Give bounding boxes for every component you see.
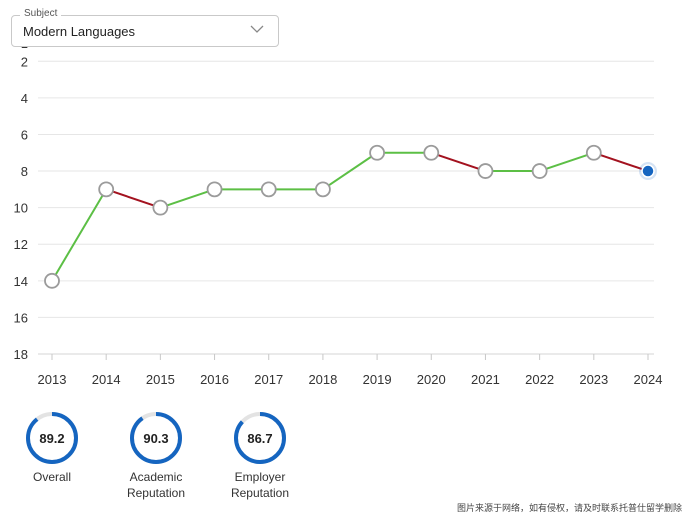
x-tick-label: 2018: [308, 372, 337, 387]
score-value: 89.2: [39, 431, 64, 446]
line-segment-improve: [159, 188, 216, 209]
data-point-current[interactable]: [641, 164, 655, 178]
gauge-fill: [130, 412, 182, 464]
line-segment-improve: [51, 188, 108, 282]
y-tick-label: 6: [21, 127, 28, 142]
score-label: Academic Reputation: [126, 470, 186, 500]
gauge-ring: 86.7: [234, 412, 286, 464]
x-tick-label: 2017: [254, 372, 283, 387]
line-segment-decline: [592, 151, 649, 173]
score-value: 90.3: [143, 431, 168, 446]
x-tick-label: 2016: [200, 372, 229, 387]
gauge-fill: [26, 412, 78, 464]
subject-legend: Subject: [20, 8, 62, 19]
score-gauge-overall: 89.2 Overall: [2, 410, 102, 485]
data-point[interactable]: [315, 181, 331, 198]
data-point[interactable]: [98, 181, 115, 198]
score-value: 86.7: [247, 431, 272, 446]
y-tick-label: 16: [14, 310, 28, 325]
data-point[interactable]: [585, 144, 602, 161]
data-point[interactable]: [477, 163, 494, 179]
x-tick-label: 2024: [634, 372, 663, 387]
data-point[interactable]: [423, 144, 440, 161]
chart-grid: [38, 60, 654, 318]
data-point[interactable]: [369, 144, 385, 161]
rank-line: [51, 151, 649, 282]
x-tick-label: 2020: [417, 372, 446, 387]
chevron-down-icon: [250, 25, 264, 33]
data-point[interactable]: [531, 163, 548, 179]
data-point[interactable]: [206, 181, 223, 198]
data-point[interactable]: [152, 199, 169, 216]
x-tick-label: 2021: [471, 372, 500, 387]
gauge-ring: 90.3: [130, 412, 182, 464]
y-tick-label: 12: [14, 237, 28, 252]
data-point[interactable]: [260, 181, 277, 198]
chart-axes: 1246810121416182013201420152016201720182…: [14, 36, 663, 387]
x-tick-label: 2013: [38, 372, 67, 387]
subject-value: Modern Languages: [23, 24, 136, 39]
y-tick-label: 14: [14, 274, 28, 289]
x-tick-label: 2014: [92, 372, 121, 387]
score-label: Employer Reputation: [230, 470, 290, 500]
score-label: Overall: [32, 470, 71, 484]
x-tick-label: 2023: [579, 372, 608, 387]
y-tick-label: 10: [14, 201, 28, 216]
score-gauge-academic-reputation: 90.3 Academic Reputation: [106, 410, 206, 501]
x-tick-label: 2022: [525, 372, 554, 387]
watermark: 图片来源于网络，如有侵权，请及时联系托普仕留学删除: [456, 504, 682, 514]
line-segment-decline: [430, 151, 487, 173]
x-tick-label: 2015: [146, 372, 175, 387]
y-tick-label: 18: [14, 347, 28, 362]
line-segment-improve: [321, 151, 379, 191]
data-point[interactable]: [44, 272, 60, 289]
gauge-ring: 89.2: [26, 412, 78, 464]
x-tick-label: 2019: [363, 372, 392, 387]
rank-history-chart: 1246810121416182013201420152016201720182…: [14, 36, 663, 387]
subject-select[interactable]: Subject Modern Languages: [11, 8, 279, 47]
gauge-fill: [234, 412, 286, 464]
score-gauge-employer-reputation: 86.7 Employer Reputation: [210, 410, 310, 501]
rank-points: [44, 144, 657, 289]
line-segment-decline: [105, 188, 162, 209]
y-tick-label: 4: [21, 91, 28, 106]
y-tick-label: 8: [21, 164, 28, 179]
y-tick-label: 2: [21, 54, 28, 69]
line-segment-improve: [538, 151, 595, 173]
